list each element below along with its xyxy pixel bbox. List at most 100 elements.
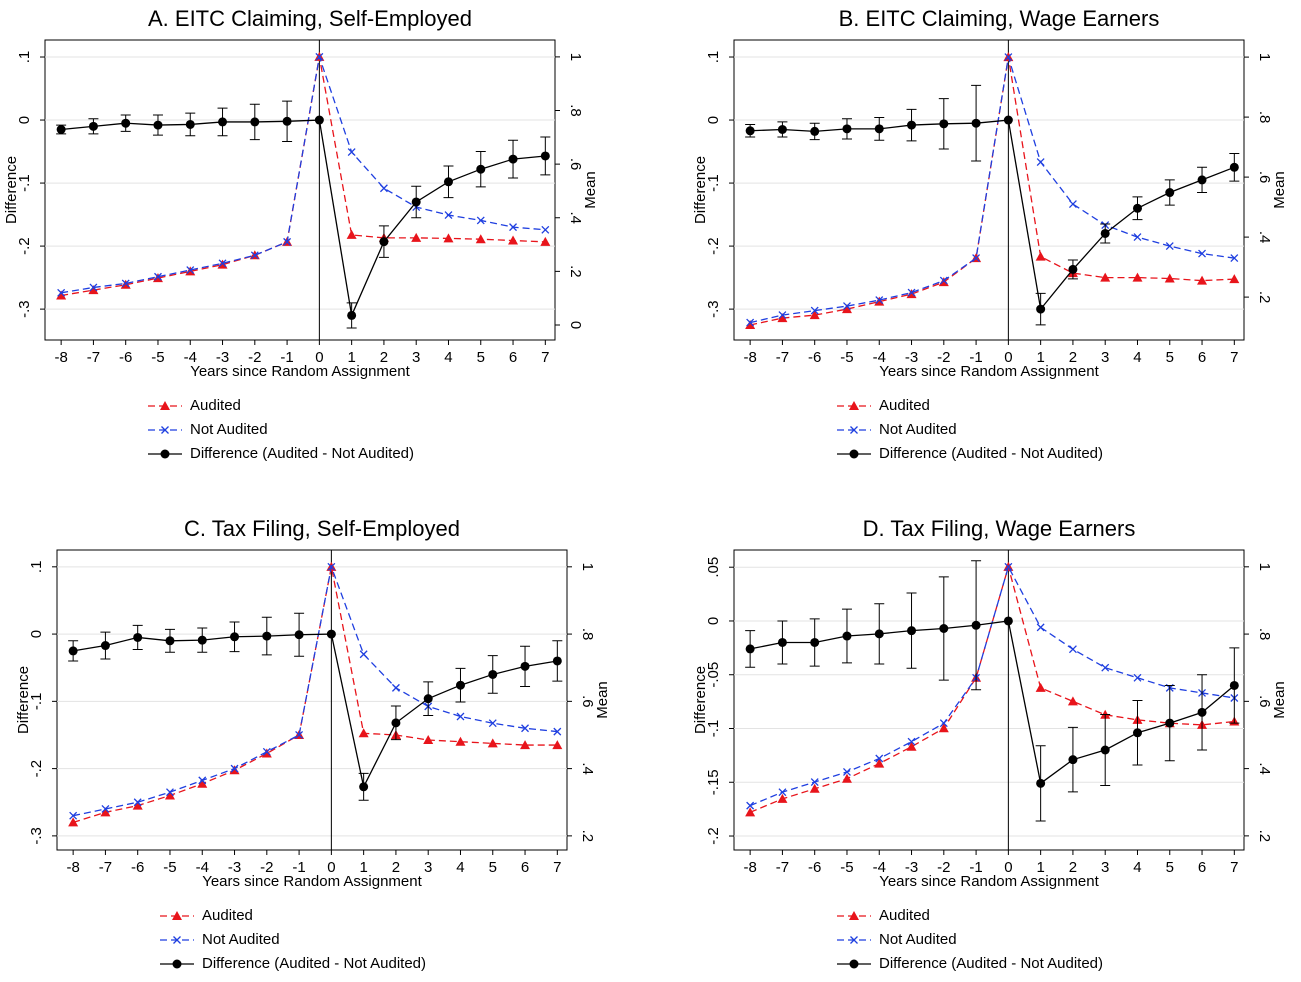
- legend-label: Audited: [190, 397, 241, 414]
- y2-tick-label: 1: [1256, 563, 1273, 571]
- marker: [508, 235, 519, 245]
- marker: [56, 290, 67, 300]
- x-tick-label: -2: [937, 859, 950, 876]
- x-tick-label: 1: [1036, 349, 1044, 366]
- x-tick-label: 5: [489, 859, 497, 876]
- marker: [520, 661, 530, 671]
- marker: [198, 776, 207, 785]
- y-tick-label: 0: [705, 617, 722, 625]
- marker: [1068, 755, 1078, 765]
- x-tick-label: 4: [456, 859, 464, 876]
- x-tick-label: 7: [541, 349, 549, 366]
- marker: [509, 223, 517, 232]
- marker: [745, 807, 756, 817]
- marker: [1132, 728, 1142, 738]
- x-tick-label: 3: [412, 349, 420, 366]
- x-tick-label: -2: [937, 349, 950, 366]
- marker: [359, 782, 369, 792]
- marker: [186, 266, 195, 274]
- marker: [746, 318, 755, 327]
- marker: [745, 126, 755, 136]
- marker: [283, 237, 292, 246]
- marker: [777, 124, 787, 134]
- y2-tick-label: .8: [567, 104, 584, 117]
- legend-label: Difference (Audited - Not Audited): [202, 955, 426, 972]
- x-tick-label: 2: [392, 859, 400, 876]
- x-tick-label: 4: [1133, 859, 1141, 876]
- marker: [745, 320, 756, 329]
- legend-marker: [172, 959, 182, 969]
- marker: [218, 259, 227, 268]
- y-tick-label: .1: [16, 51, 33, 64]
- y-tick-label: -.2: [16, 237, 33, 255]
- marker: [294, 630, 304, 640]
- y2-axis-title: Mean: [582, 171, 599, 209]
- y-tick-label: -.2: [28, 760, 45, 778]
- marker: [1133, 233, 1142, 242]
- x-tick-label: 4: [1133, 349, 1141, 366]
- marker: [1230, 254, 1239, 263]
- series-line: [749, 565, 1235, 807]
- x-tick-label: -2: [248, 349, 261, 366]
- chart-title: C. Tax Filing, Self-Employed: [184, 516, 460, 541]
- x-tick-label: -4: [873, 349, 886, 366]
- marker: [261, 748, 272, 758]
- y2-tick-label: .6: [1256, 171, 1273, 184]
- chart-title: A. EITC Claiming, Self-Employed: [148, 6, 472, 31]
- legend-label: Not Audited: [879, 421, 957, 438]
- marker: [1101, 663, 1110, 672]
- y-tick-label: -.05: [705, 662, 722, 688]
- marker: [69, 811, 78, 820]
- marker: [809, 783, 820, 793]
- legend-label: Difference (Audited - Not Audited): [879, 955, 1103, 972]
- marker: [1197, 175, 1207, 185]
- marker: [1068, 264, 1078, 274]
- x-tick-label: 6: [509, 349, 517, 366]
- x-tick-label: -4: [196, 859, 209, 876]
- y2-tick-label: 1: [1256, 53, 1273, 61]
- y2-tick-label: .4: [579, 762, 596, 775]
- x-tick-label: 5: [1166, 349, 1174, 366]
- marker: [778, 311, 787, 320]
- marker: [88, 285, 99, 295]
- series-line: [61, 56, 546, 297]
- marker: [1197, 707, 1207, 717]
- x-tick-label: -1: [969, 349, 982, 366]
- x-tick-label: 1: [347, 349, 355, 366]
- marker: [487, 738, 498, 748]
- marker: [874, 758, 885, 768]
- marker: [1067, 696, 1078, 706]
- x-tick-label: 0: [1004, 859, 1012, 876]
- marker: [843, 768, 851, 776]
- marker: [939, 119, 949, 129]
- marker: [347, 310, 357, 320]
- y-tick-label: 0: [28, 630, 45, 638]
- x-tick-label: 3: [424, 859, 432, 876]
- marker: [166, 788, 174, 797]
- series-line: [749, 564, 1235, 813]
- marker: [347, 148, 356, 157]
- plot-area: [733, 549, 1245, 851]
- y2-axis-title: Mean: [1271, 681, 1288, 719]
- series-line: [61, 56, 546, 294]
- marker: [810, 637, 820, 647]
- marker: [520, 740, 531, 750]
- y2-tick-label: 0: [567, 321, 584, 329]
- legend-marker: [172, 911, 182, 920]
- x-tick-label: 3: [1101, 349, 1109, 366]
- legend-marker: [849, 959, 859, 969]
- y-axis-title: Difference: [15, 666, 32, 734]
- marker: [874, 124, 884, 134]
- y-tick-label: .05: [705, 557, 722, 578]
- x-tick-label: -6: [808, 859, 821, 876]
- x-tick-label: 4: [444, 349, 452, 366]
- marker: [906, 741, 917, 751]
- marker: [1036, 778, 1046, 788]
- marker: [314, 115, 324, 125]
- x-tick-label: 6: [1198, 859, 1206, 876]
- marker: [1164, 273, 1175, 283]
- marker: [1035, 251, 1046, 261]
- marker: [476, 164, 486, 174]
- x-tick-label: -1: [969, 859, 982, 876]
- marker: [100, 807, 111, 817]
